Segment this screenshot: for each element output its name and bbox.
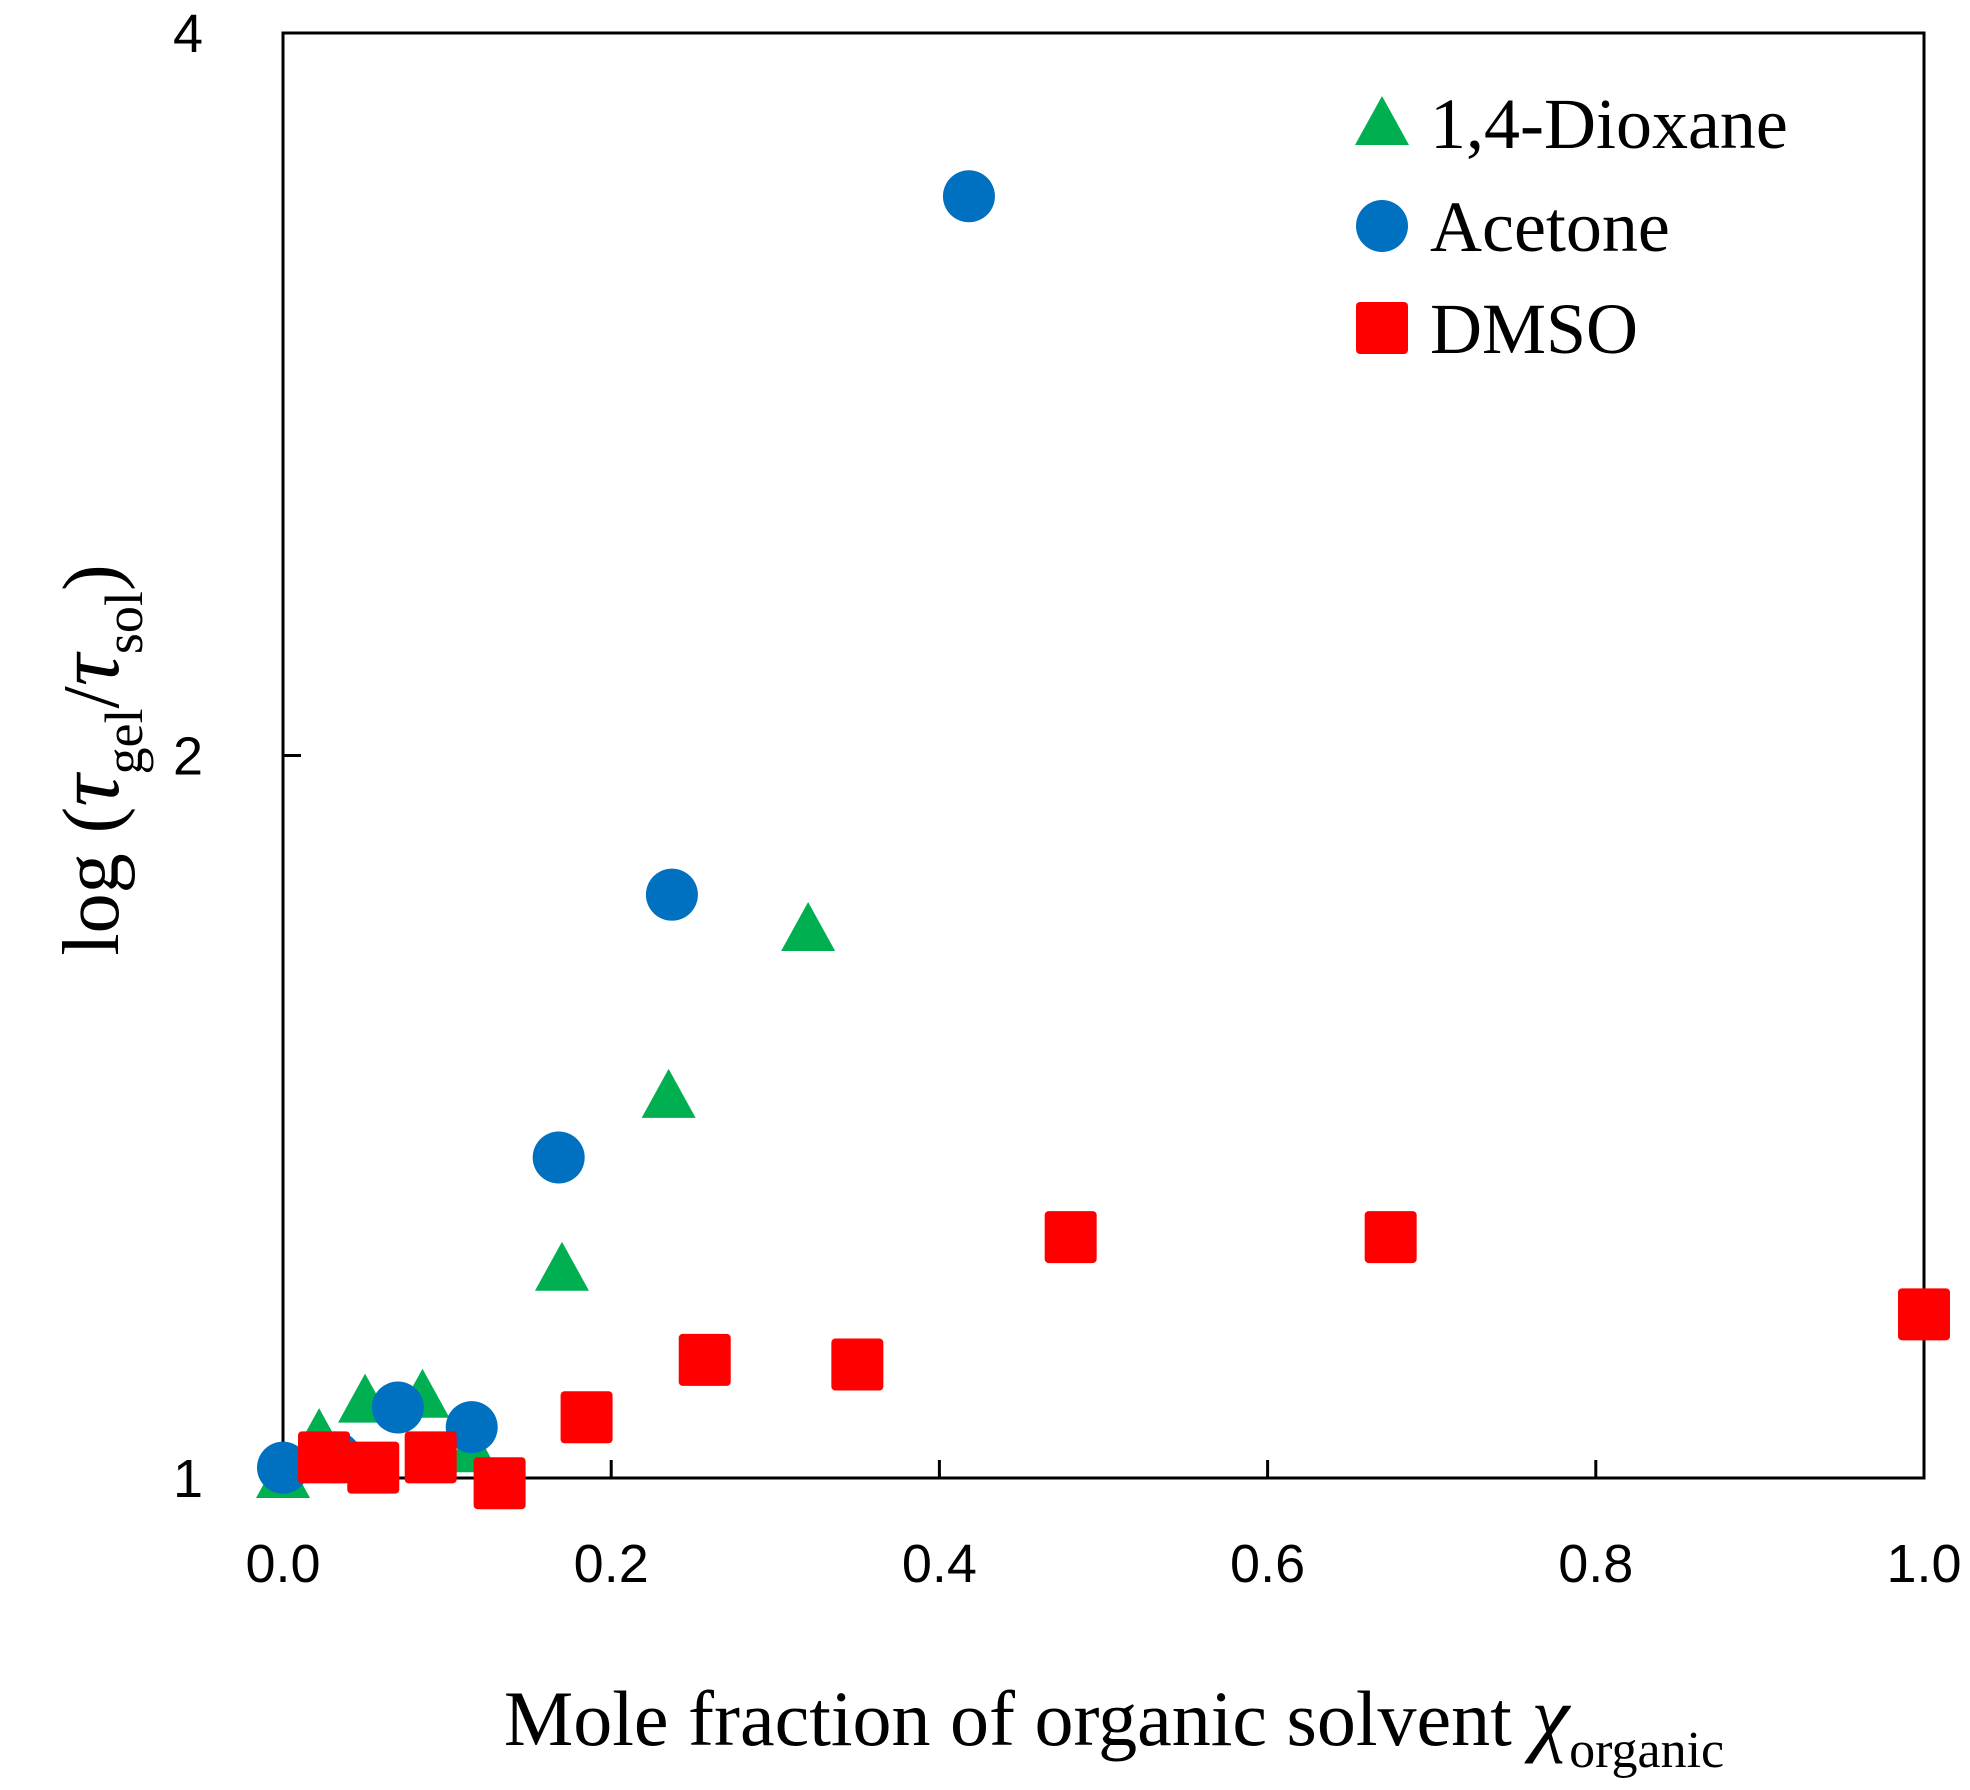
y-axis-slash: / — [48, 686, 136, 709]
circle-point — [645, 868, 698, 921]
y-axis-tau-gel: τ — [39, 772, 138, 807]
square-point — [473, 1457, 526, 1510]
y-axis-suffix: ) — [48, 564, 136, 591]
y-axis-tau-sol: τ — [39, 651, 138, 686]
x-tick-label: 0.2 — [574, 1534, 649, 1594]
legend-label: Acetone — [1430, 187, 1670, 267]
legend-square-icon — [1356, 302, 1408, 354]
x-tick-label: 0.8 — [1558, 1534, 1633, 1594]
x-axis-title-main: Mole fraction of organic solvent — [504, 1675, 1531, 1762]
plot-frame — [281, 31, 1926, 1480]
square-point — [347, 1441, 400, 1494]
data-points — [256, 170, 1950, 1510]
circle-point — [371, 1381, 424, 1434]
series-acetone — [257, 170, 995, 1494]
triangle-point — [641, 1068, 696, 1118]
x-axis-subscript: organic — [1569, 1722, 1724, 1779]
square-point — [678, 1333, 731, 1386]
legend: 1,4-Dioxane Acetone DMSO — [1355, 84, 1788, 369]
triangle-point — [534, 1241, 589, 1291]
y-axis-title: log (τgel/τsol) — [39, 564, 154, 955]
x-axis-symbol: χ — [1524, 1668, 1571, 1764]
y-axis: 1 2 4 — [173, 4, 301, 1509]
circle-point — [445, 1401, 498, 1454]
legend-label: 1,4-Dioxane — [1430, 84, 1788, 164]
y-tick-label: 1 — [173, 1449, 203, 1509]
x-tick-label: 1.0 — [1886, 1534, 1961, 1594]
square-point — [404, 1431, 457, 1484]
square-point — [1044, 1211, 1097, 1264]
y-axis-sub-gel: gel — [94, 709, 154, 775]
circle-point — [532, 1131, 585, 1184]
circle-point — [942, 170, 995, 223]
square-point — [1898, 1288, 1950, 1341]
series-1-4-dioxane — [256, 902, 836, 1498]
legend-triangle-icon — [1355, 96, 1409, 145]
y-tick-label: 4 — [173, 4, 203, 64]
circle-point — [257, 1441, 309, 1494]
legend-label: DMSO — [1430, 289, 1638, 369]
y-tick-label: 2 — [173, 727, 203, 787]
y-axis-sub-sol: sol — [94, 591, 154, 654]
series-dmso — [298, 1211, 1950, 1510]
x-tick-label: 0.4 — [902, 1534, 977, 1594]
legend-circle-icon — [1356, 200, 1408, 252]
y-axis-prefix: log ( — [48, 807, 136, 956]
square-point — [831, 1338, 884, 1391]
square-point — [1364, 1211, 1417, 1264]
x-tick-label: 0.0 — [245, 1534, 320, 1594]
triangle-point — [781, 902, 836, 952]
x-axis-title: Mole fraction of organic solvent χorgani… — [504, 1668, 1724, 1779]
x-tick-label: 0.6 — [1230, 1534, 1305, 1594]
square-point — [298, 1431, 351, 1484]
square-point — [560, 1391, 613, 1444]
